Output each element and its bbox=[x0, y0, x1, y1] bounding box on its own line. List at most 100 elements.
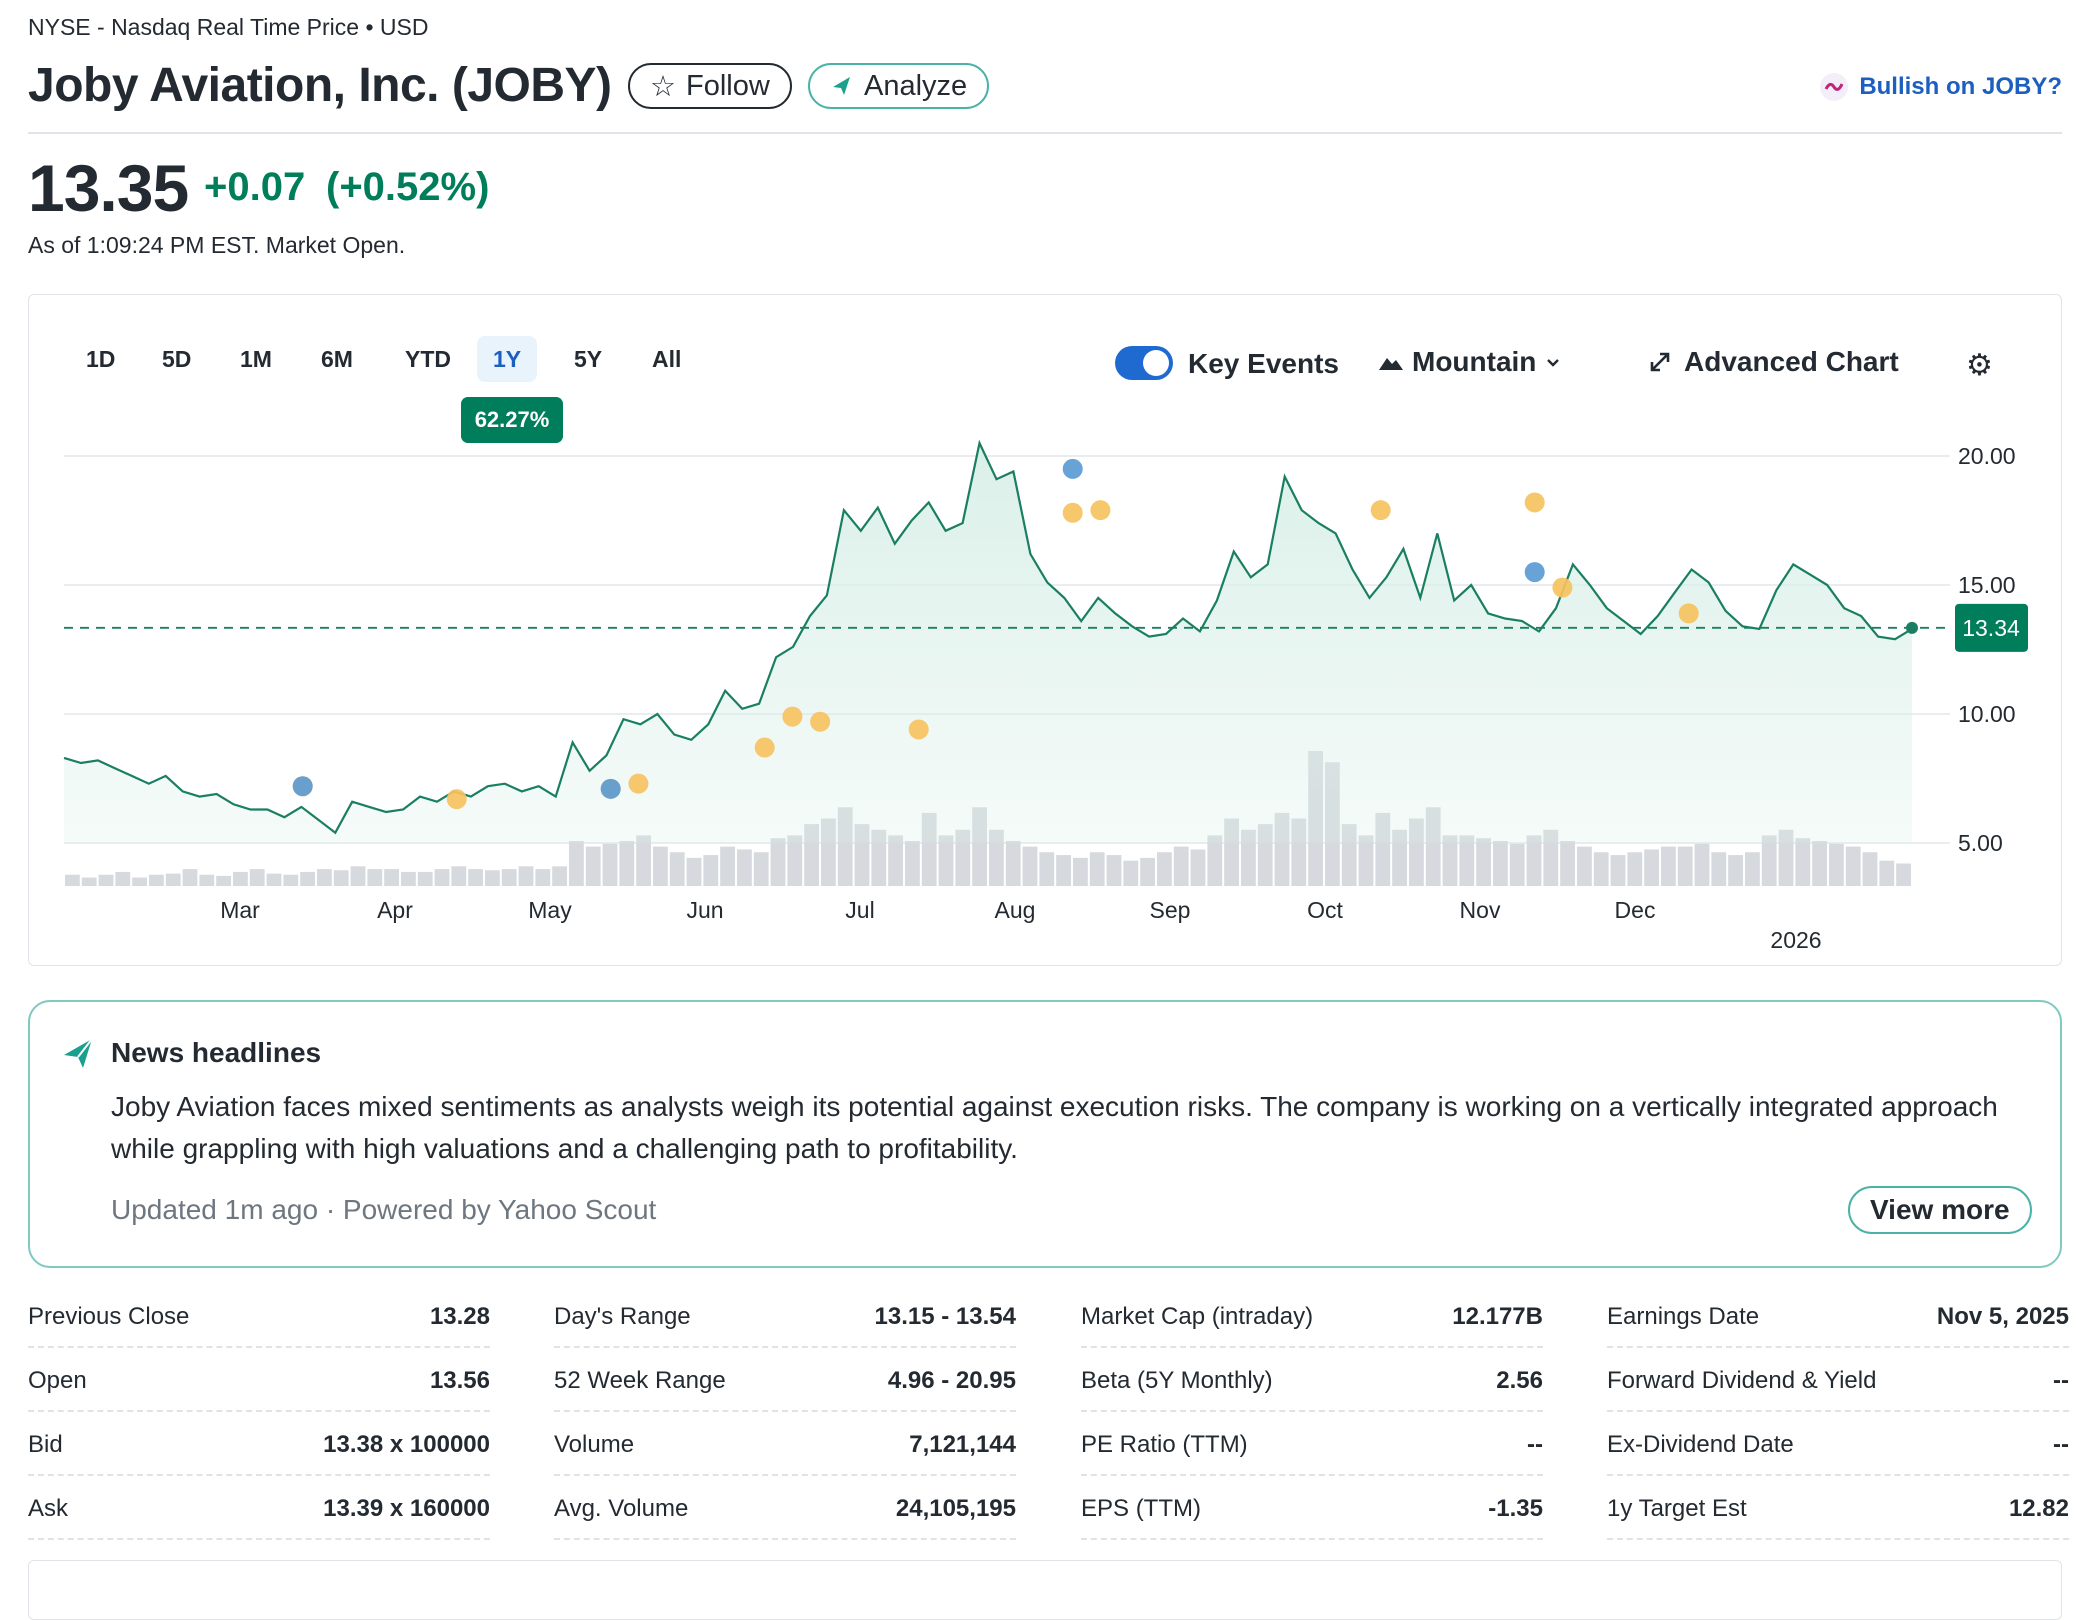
sparkle-icon bbox=[833, 77, 850, 95]
earnings-event-marker[interactable] bbox=[1678, 603, 1699, 624]
earnings-event-marker[interactable] bbox=[754, 737, 775, 758]
earnings-event-marker[interactable] bbox=[446, 789, 467, 810]
earnings-event-marker[interactable] bbox=[908, 719, 929, 740]
stat-value: -- bbox=[2053, 1431, 2069, 1458]
price-change: +0.07 bbox=[204, 165, 306, 209]
dividend-event-marker[interactable] bbox=[1062, 458, 1083, 479]
y-tick-label: 15.00 bbox=[1958, 572, 2016, 598]
stat-value: 24,105,195 bbox=[895, 1495, 1016, 1522]
volume-bar bbox=[199, 874, 215, 886]
volume-bar bbox=[401, 871, 416, 886]
volume-bar bbox=[1879, 860, 1895, 886]
volume-bar bbox=[1123, 860, 1139, 886]
volume-bar bbox=[1005, 841, 1021, 886]
earnings-event-marker[interactable] bbox=[810, 711, 831, 732]
volume-bar bbox=[1761, 835, 1777, 886]
news-title: News headlines bbox=[111, 1037, 322, 1068]
stat-label: Day's Range bbox=[554, 1303, 691, 1330]
range-tab-all[interactable]: All bbox=[652, 346, 682, 372]
volume-bar bbox=[1358, 835, 1374, 886]
volume-bar bbox=[1728, 855, 1743, 886]
analyze-button[interactable]: Analyze bbox=[808, 63, 990, 109]
dividend-event-marker[interactable] bbox=[292, 776, 313, 797]
price-line bbox=[63, 439, 1913, 835]
range-tab-5d[interactable]: 5D bbox=[162, 346, 192, 372]
earnings-event-marker[interactable] bbox=[628, 773, 649, 794]
volume-bar bbox=[1829, 843, 1844, 886]
x-tick-label: Oct bbox=[1307, 897, 1343, 923]
header-divider bbox=[28, 132, 2062, 134]
stat-label: Earnings Date bbox=[1607, 1303, 1760, 1330]
volume-bar bbox=[871, 829, 887, 886]
volume-bar bbox=[384, 869, 399, 886]
range-tab-6m[interactable]: 6M bbox=[321, 346, 353, 372]
volume-bar bbox=[249, 869, 265, 886]
volume-bar bbox=[955, 829, 971, 886]
earnings-event-marker[interactable] bbox=[782, 706, 803, 727]
stat-row: 1y Target Est 12.82 bbox=[1607, 1480, 2069, 1540]
stat-value: -1.35 bbox=[1488, 1495, 1543, 1522]
gear-icon[interactable]: ⚙ bbox=[1966, 349, 1993, 382]
x-tick-label: Jun bbox=[686, 897, 723, 923]
bullish-link[interactable]: Bullish on JOBY? bbox=[1819, 72, 2062, 102]
advanced-chart-label: Advanced Chart bbox=[1684, 346, 1899, 377]
price-area bbox=[64, 443, 1912, 843]
volume-bar bbox=[216, 875, 231, 886]
stat-value: 13.39 x 160000 bbox=[323, 1495, 490, 1522]
volume-bar bbox=[451, 866, 467, 886]
y-tick-label: 5.00 bbox=[1958, 830, 2003, 856]
price-chart: Mar Apr May Jun Jul Aug Sep Oct Nov Dec 2026 20.00… bbox=[63, 439, 2028, 953]
range-tab-ytd[interactable]: YTD bbox=[405, 346, 451, 372]
volume-bar bbox=[1476, 838, 1491, 886]
range-tab-5y[interactable]: 5Y bbox=[574, 346, 603, 372]
volume-bar bbox=[1560, 841, 1575, 886]
earnings-event-marker[interactable] bbox=[1524, 492, 1545, 513]
current-price-tag bbox=[1955, 603, 2028, 652]
stat-label: Open bbox=[28, 1367, 87, 1394]
advanced-chart-button[interactable]: Advanced Chart bbox=[1648, 346, 1899, 378]
y-tick-label: 20.00 bbox=[1958, 443, 2016, 469]
stat-row: Bid 13.38 x 100000 bbox=[28, 1416, 490, 1476]
stat-label: Beta (5Y Monthly) bbox=[1081, 1367, 1273, 1394]
volume-bar bbox=[1845, 846, 1861, 886]
volume-bar bbox=[317, 869, 332, 886]
sparkle-icon bbox=[64, 1038, 93, 1068]
next-section-card bbox=[28, 1560, 2062, 1620]
page-title: Joby Aviation, Inc. (JOBY) bbox=[28, 59, 612, 112]
stats-column-2: Day's Range 13.15 - 13.54 52 Week Range 4.… bbox=[554, 1288, 1016, 1544]
volume-bar bbox=[333, 870, 349, 886]
stat-row: PE Ratio (TTM) -- bbox=[1081, 1416, 1543, 1476]
chart-type-dropdown[interactable]: Mountain bbox=[1378, 346, 1562, 378]
stats-column-1: Previous Close 13.28 Open 13.56 Bid 13.38 x… bbox=[28, 1288, 490, 1544]
follow-button[interactable]: ☆ Follow bbox=[628, 63, 792, 109]
volume-bar bbox=[1442, 835, 1458, 886]
stat-value: 4.96 - 20.95 bbox=[887, 1367, 1016, 1394]
stat-value: 13.28 bbox=[429, 1303, 490, 1330]
earnings-event-marker[interactable] bbox=[1552, 577, 1573, 598]
volume-bar bbox=[737, 849, 752, 886]
key-events-toggle[interactable] bbox=[1115, 346, 1173, 380]
stat-row: Previous Close 13.28 bbox=[28, 1288, 490, 1348]
stats-column-4: Earnings Date Nov 5, 2025 Forward Dividen… bbox=[1607, 1288, 2069, 1544]
view-more-button[interactable]: View more bbox=[1848, 1186, 2032, 1234]
volume-bar bbox=[65, 874, 80, 886]
stat-row: Earnings Date Nov 5, 2025 bbox=[1607, 1288, 2069, 1348]
news-meta: Updated 1m ago · Powered by Yahoo Scout bbox=[111, 1194, 657, 1225]
stat-label: Bid bbox=[28, 1431, 63, 1458]
dividend-event-marker[interactable] bbox=[600, 778, 621, 799]
volume-bar bbox=[518, 866, 534, 886]
volume-bar bbox=[602, 843, 618, 886]
volume-bar bbox=[1745, 852, 1760, 886]
volume-bar bbox=[434, 869, 450, 886]
volume-bar bbox=[182, 869, 198, 886]
range-tab-1d[interactable]: 1D bbox=[86, 346, 116, 372]
dividend-event-marker[interactable] bbox=[1524, 562, 1545, 583]
stat-label: Market Cap (intraday) bbox=[1081, 1303, 1314, 1330]
x-tick-label: Nov bbox=[1460, 897, 1501, 923]
earnings-event-marker[interactable] bbox=[1062, 502, 1083, 523]
earnings-event-marker[interactable] bbox=[1090, 500, 1111, 521]
x-tick-label: Aug bbox=[995, 897, 1036, 923]
earnings-event-marker[interactable] bbox=[1370, 500, 1391, 521]
range-tab-1m[interactable]: 1M bbox=[240, 346, 272, 372]
range-tab-1y[interactable]: 1Y bbox=[477, 336, 538, 382]
